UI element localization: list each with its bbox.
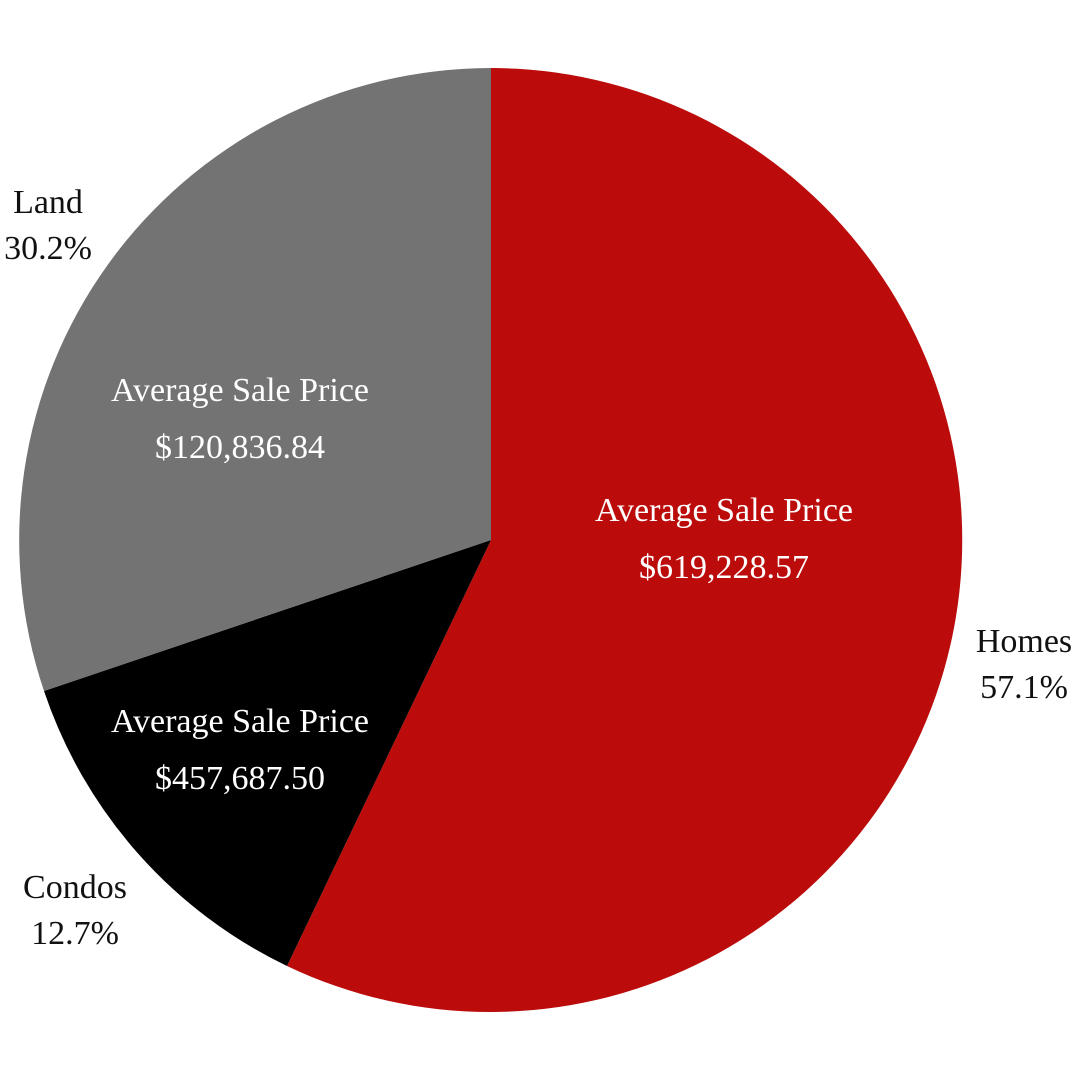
inner-label-value: $457,687.50 <box>155 760 325 797</box>
category-label: Land <box>13 184 83 221</box>
outer-label-land: Land 30.2% <box>4 184 92 267</box>
inner-label-land: Average Sale Price $120,836.84 <box>111 372 369 466</box>
category-label: Condos <box>23 869 127 906</box>
outer-label-homes: Homes 57.1% <box>976 623 1072 706</box>
percent-label: 57.1% <box>980 669 1068 706</box>
inner-label-title: Average Sale Price <box>595 492 853 529</box>
inner-label-value: $120,836.84 <box>155 429 325 466</box>
slice-condos[interactable] <box>44 540 491 966</box>
inner-label-homes: Average Sale Price $619,228.57 <box>595 492 853 586</box>
category-label: Homes <box>976 623 1072 660</box>
slice-homes[interactable] <box>287 68 963 1012</box>
inner-label-title: Average Sale Price <box>111 372 369 409</box>
percent-label: 12.7% <box>31 915 119 952</box>
inner-label-title: Average Sale Price <box>111 703 369 740</box>
slice-land[interactable] <box>19 68 492 691</box>
inner-label-value: $619,228.57 <box>639 549 809 586</box>
inner-label-condos: Average Sale Price $457,687.50 <box>111 703 369 797</box>
percent-label: 30.2% <box>4 230 92 267</box>
pie-slices <box>19 68 963 1012</box>
outer-label-condos: Condos 12.7% <box>23 869 127 952</box>
